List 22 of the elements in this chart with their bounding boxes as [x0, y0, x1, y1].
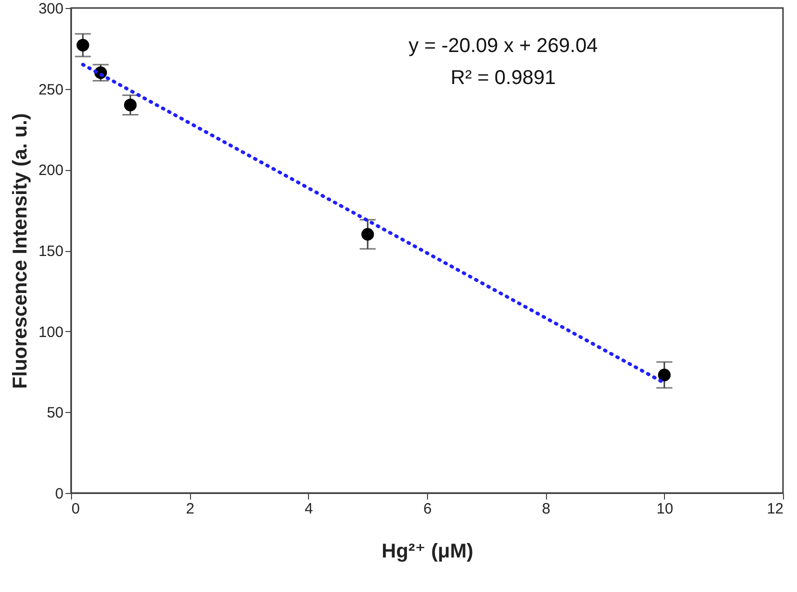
point	[361, 228, 374, 241]
x-tick-label: 2	[186, 500, 194, 518]
y-tick-label: 300	[38, 0, 64, 18]
y-tick-label: 250	[38, 81, 64, 98]
y-tick-label: 100	[38, 324, 64, 341]
point	[76, 38, 90, 52]
annotation: y = -20.09 x + 269.04	[408, 35, 598, 57]
y-axis-title: Fluorescence Intensity (a. u.)	[9, 113, 32, 389]
y-tick-label: 200	[38, 162, 64, 180]
x-tick-label: 6	[423, 500, 432, 518]
annotation: R² = 0.9891	[450, 67, 556, 89]
x-tick-label: 12	[766, 500, 784, 518]
point	[658, 368, 671, 382]
x-tick-label: 4	[304, 500, 314, 518]
x-tick-label: 0	[72, 500, 80, 518]
y-tick-label: 0	[55, 486, 64, 502]
y-tick-label: 150	[38, 243, 64, 260]
x-tick-label: 10	[656, 500, 674, 518]
x-tick-label: 8	[542, 500, 550, 518]
y-tick-label: 50	[46, 404, 64, 422]
x-axis-title: Hg²⁺ (μM)	[382, 540, 474, 562]
point	[124, 98, 137, 112]
